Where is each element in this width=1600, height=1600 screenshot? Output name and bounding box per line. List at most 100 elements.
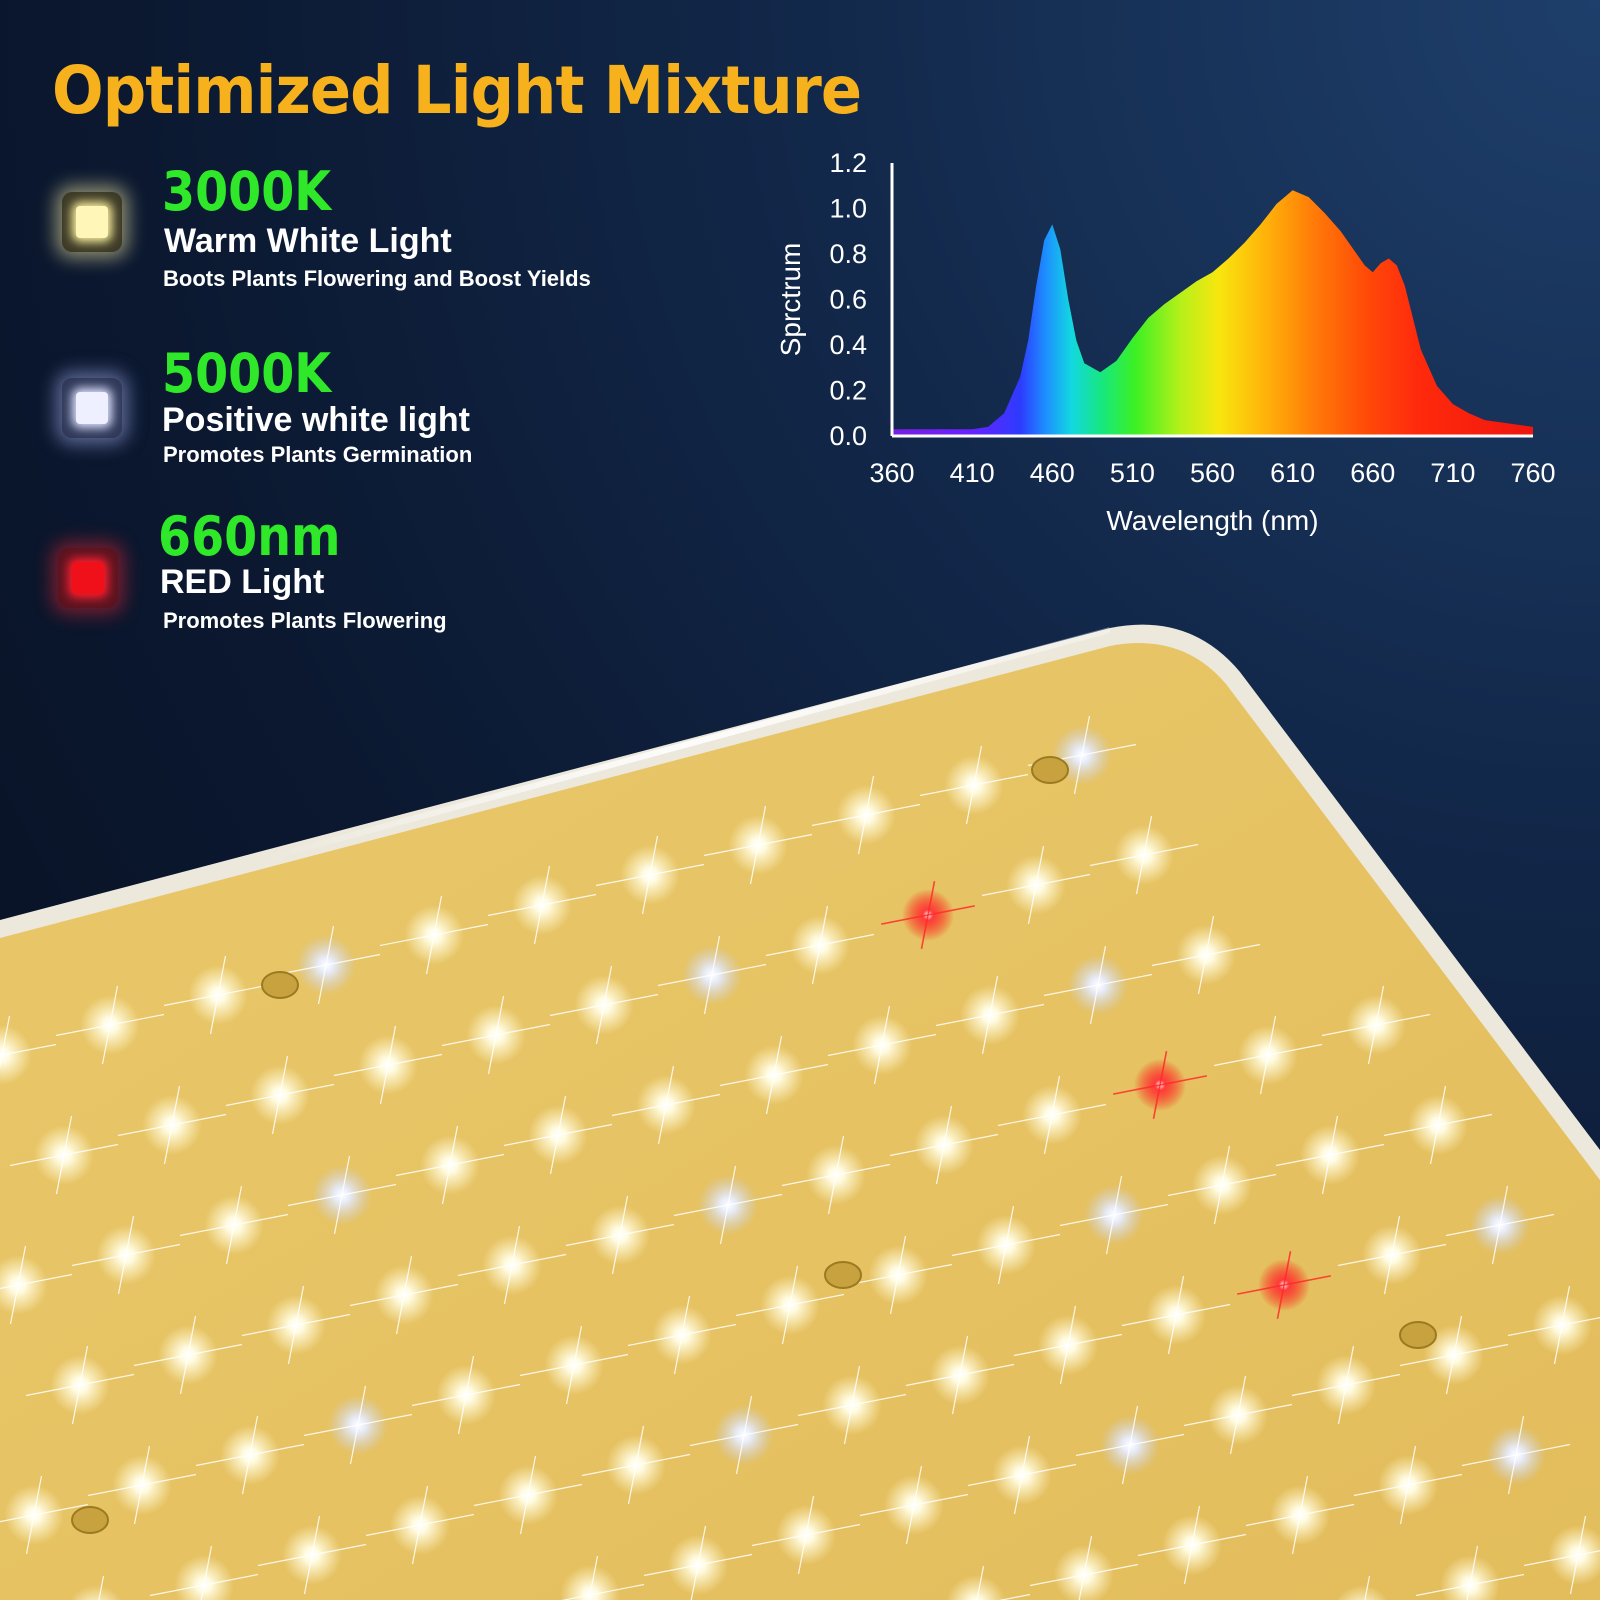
- warm-led-glint: [1291, 1345, 1401, 1425]
- warm-led-glint: [1353, 1445, 1463, 1525]
- warm-led-glint: [951, 1205, 1061, 1285]
- y-tick-label: 0.0: [829, 421, 867, 451]
- warm-led-glint: [241, 1285, 351, 1365]
- warm-led-glint: [133, 1315, 243, 1395]
- warm-led-glint: [225, 1055, 335, 1135]
- warm-led-glint: [781, 1135, 891, 1215]
- x-tick-label: 460: [1030, 458, 1075, 488]
- y-tick-label: 0.2: [829, 376, 867, 406]
- warm-led-glint: [1137, 1505, 1247, 1585]
- warm-led-glint: [751, 1495, 861, 1575]
- feature-desc: Boots Plants Flowering and Boost Yields: [163, 266, 591, 291]
- warm-led-glint: [1336, 1575, 1388, 1600]
- warm-led-glint: [1383, 1085, 1493, 1165]
- y-tick-label: 0.6: [829, 285, 867, 315]
- warm-led-glint: [0, 1475, 89, 1555]
- warm-led-glint: [71, 1215, 181, 1295]
- warm-led-glint: [457, 1225, 567, 1305]
- x-tick-label: 560: [1190, 458, 1235, 488]
- warm-led-glint: [25, 1345, 135, 1425]
- white-led-glint: [303, 1385, 413, 1465]
- y-tick-labels: 0.0 0.2 0.4 0.6 0.8 1.0 1.2: [829, 148, 867, 451]
- warm-led-glint: [257, 1515, 367, 1595]
- warm-led-glint: [611, 1065, 721, 1145]
- warm-led-glint: [519, 1325, 629, 1405]
- warm-led-glint: [503, 1095, 613, 1175]
- warm-led-glint: [1013, 1305, 1123, 1385]
- screw-icon: [1399, 1321, 1437, 1349]
- warm-led-glint: [859, 1465, 969, 1545]
- warm-led-glint: [1183, 1375, 1293, 1455]
- warm-led-glint: [560, 1555, 645, 1600]
- warm-led-glint: [349, 1255, 459, 1335]
- warm-led-glint: [473, 1455, 583, 1535]
- feature-name: Warm White Light: [164, 222, 452, 260]
- red-led-glint: [1237, 1251, 1331, 1319]
- warm-led-glint: [627, 1295, 737, 1375]
- x-axis-title: Wavelength (nm): [1106, 505, 1318, 536]
- warm-led-glint: [1415, 1545, 1525, 1600]
- warm-led-glint: [935, 975, 1045, 1055]
- warm-led-glint: [643, 1525, 753, 1600]
- warm-led-glint: [967, 1435, 1077, 1515]
- warm-led-glint: [549, 965, 659, 1045]
- spectrum-chart: 0.0 0.2 0.4 0.6 0.8 1.0 1.2 360 410 460 510 560 610…: [775, 148, 1556, 536]
- warm-led-glint: [797, 1365, 907, 1445]
- white-led-glint: [673, 1165, 783, 1245]
- warm-led-glint: [827, 1005, 937, 1085]
- warm-led-glint: [87, 1445, 197, 1525]
- warm-led-glint: [946, 1565, 1031, 1600]
- x-tick-label: 360: [869, 458, 914, 488]
- warm-led-glint: [1507, 1285, 1600, 1365]
- warm-led-glint: [905, 1335, 1015, 1415]
- warm-led-glint: [919, 745, 1029, 825]
- warm-led-glint: [55, 985, 165, 1065]
- y-tick-label: 1.0: [829, 194, 867, 224]
- y-tick-label: 1.2: [829, 148, 867, 178]
- feature-name: RED Light: [160, 563, 325, 601]
- warm-led-glint: [719, 1035, 829, 1115]
- warm-led-glint: [487, 865, 597, 945]
- warm-led-glint: [1275, 1115, 1385, 1195]
- white-led-glint: [657, 935, 767, 1015]
- feature-value: 660nm: [158, 505, 341, 568]
- warm-led-glint: [1399, 1315, 1509, 1395]
- x-tick-label: 710: [1430, 458, 1475, 488]
- y-tick-label: 0.4: [829, 330, 867, 360]
- warm-led-glint: [1151, 915, 1261, 995]
- warm-led-glint: [149, 1545, 259, 1600]
- screw-icon: [71, 1506, 109, 1534]
- feature-value: 5000K: [162, 342, 332, 405]
- feature-value: 3000K: [162, 160, 332, 223]
- warm-led-glint: [981, 845, 1091, 925]
- warm-led-glint: [333, 1025, 443, 1105]
- warm-led-glint: [411, 1355, 521, 1435]
- red-led-glint: [1113, 1051, 1207, 1119]
- red-led-glint: [881, 881, 975, 949]
- white-led-glint: [271, 925, 381, 1005]
- warm-led-glint: [0, 1015, 57, 1085]
- warm-led-glint: [163, 955, 273, 1035]
- page-title: Optimized Light Mixture: [52, 52, 862, 129]
- x-tick-label: 610: [1270, 458, 1315, 488]
- warm-led-glint: [735, 1265, 845, 1345]
- warm-led-glint: [811, 775, 921, 855]
- warm-led-glint: [1121, 1275, 1231, 1355]
- warm-led-glint: [9, 1115, 119, 1195]
- x-tick-labels: 360 410 460 510 560 610 660 710 760: [869, 458, 1555, 488]
- warm-led-glint: [889, 1105, 999, 1185]
- warm-led-glint: [117, 1085, 227, 1165]
- warm-led-glint: [365, 1485, 475, 1565]
- x-tick-label: 760: [1510, 458, 1555, 488]
- panel-board: [0, 643, 1600, 1600]
- warm-led-glint: [0, 1245, 73, 1325]
- warm-led-glint: [1523, 1515, 1600, 1595]
- warm-led-glint: [1167, 1145, 1277, 1225]
- spectrum-series-area: [892, 190, 1533, 436]
- white-led-glint: [1059, 1175, 1169, 1255]
- feature-desc: Promotes Plants Flowering: [163, 608, 447, 633]
- x-tick-label: 410: [950, 458, 995, 488]
- warm-led-glint: [1029, 1535, 1139, 1600]
- white-led-glint: [1461, 1415, 1571, 1495]
